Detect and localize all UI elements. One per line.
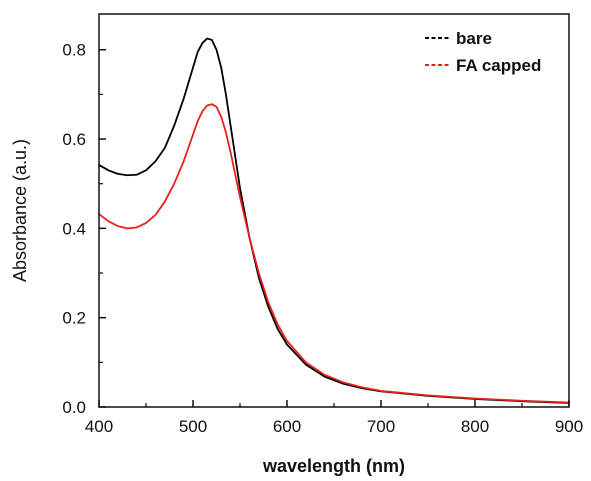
- x-tick-label: 900: [555, 417, 583, 436]
- y-tick-label: 0.2: [62, 309, 86, 328]
- legend-label-1: bare: [456, 29, 492, 48]
- series-layer: [98, 37, 570, 404]
- y-tick-label: 0.4: [62, 219, 86, 238]
- legend-label-2: FA capped: [456, 56, 541, 75]
- series-line-2: [98, 103, 570, 404]
- y-tick-label: 0.0: [62, 398, 86, 417]
- x-tick-label: 600: [273, 417, 301, 436]
- series-line-1: [98, 37, 570, 404]
- y-axis-title: Absorbance (a.u.): [10, 139, 30, 282]
- x-tick-label: 400: [85, 417, 113, 436]
- legend: bare FA capped: [425, 29, 541, 75]
- x-axis-title: wavelength (nm): [262, 456, 405, 476]
- x-tick-label: 500: [179, 417, 207, 436]
- y-tick-label: 0.6: [62, 130, 86, 149]
- y-tick-label: 0.8: [62, 41, 86, 60]
- ticks-layer: 400 500 600 700 800 900 0.0 0.2 0.4 0.6 0.8: [62, 41, 583, 436]
- x-tick-label: 800: [461, 417, 489, 436]
- x-tick-label: 700: [367, 417, 395, 436]
